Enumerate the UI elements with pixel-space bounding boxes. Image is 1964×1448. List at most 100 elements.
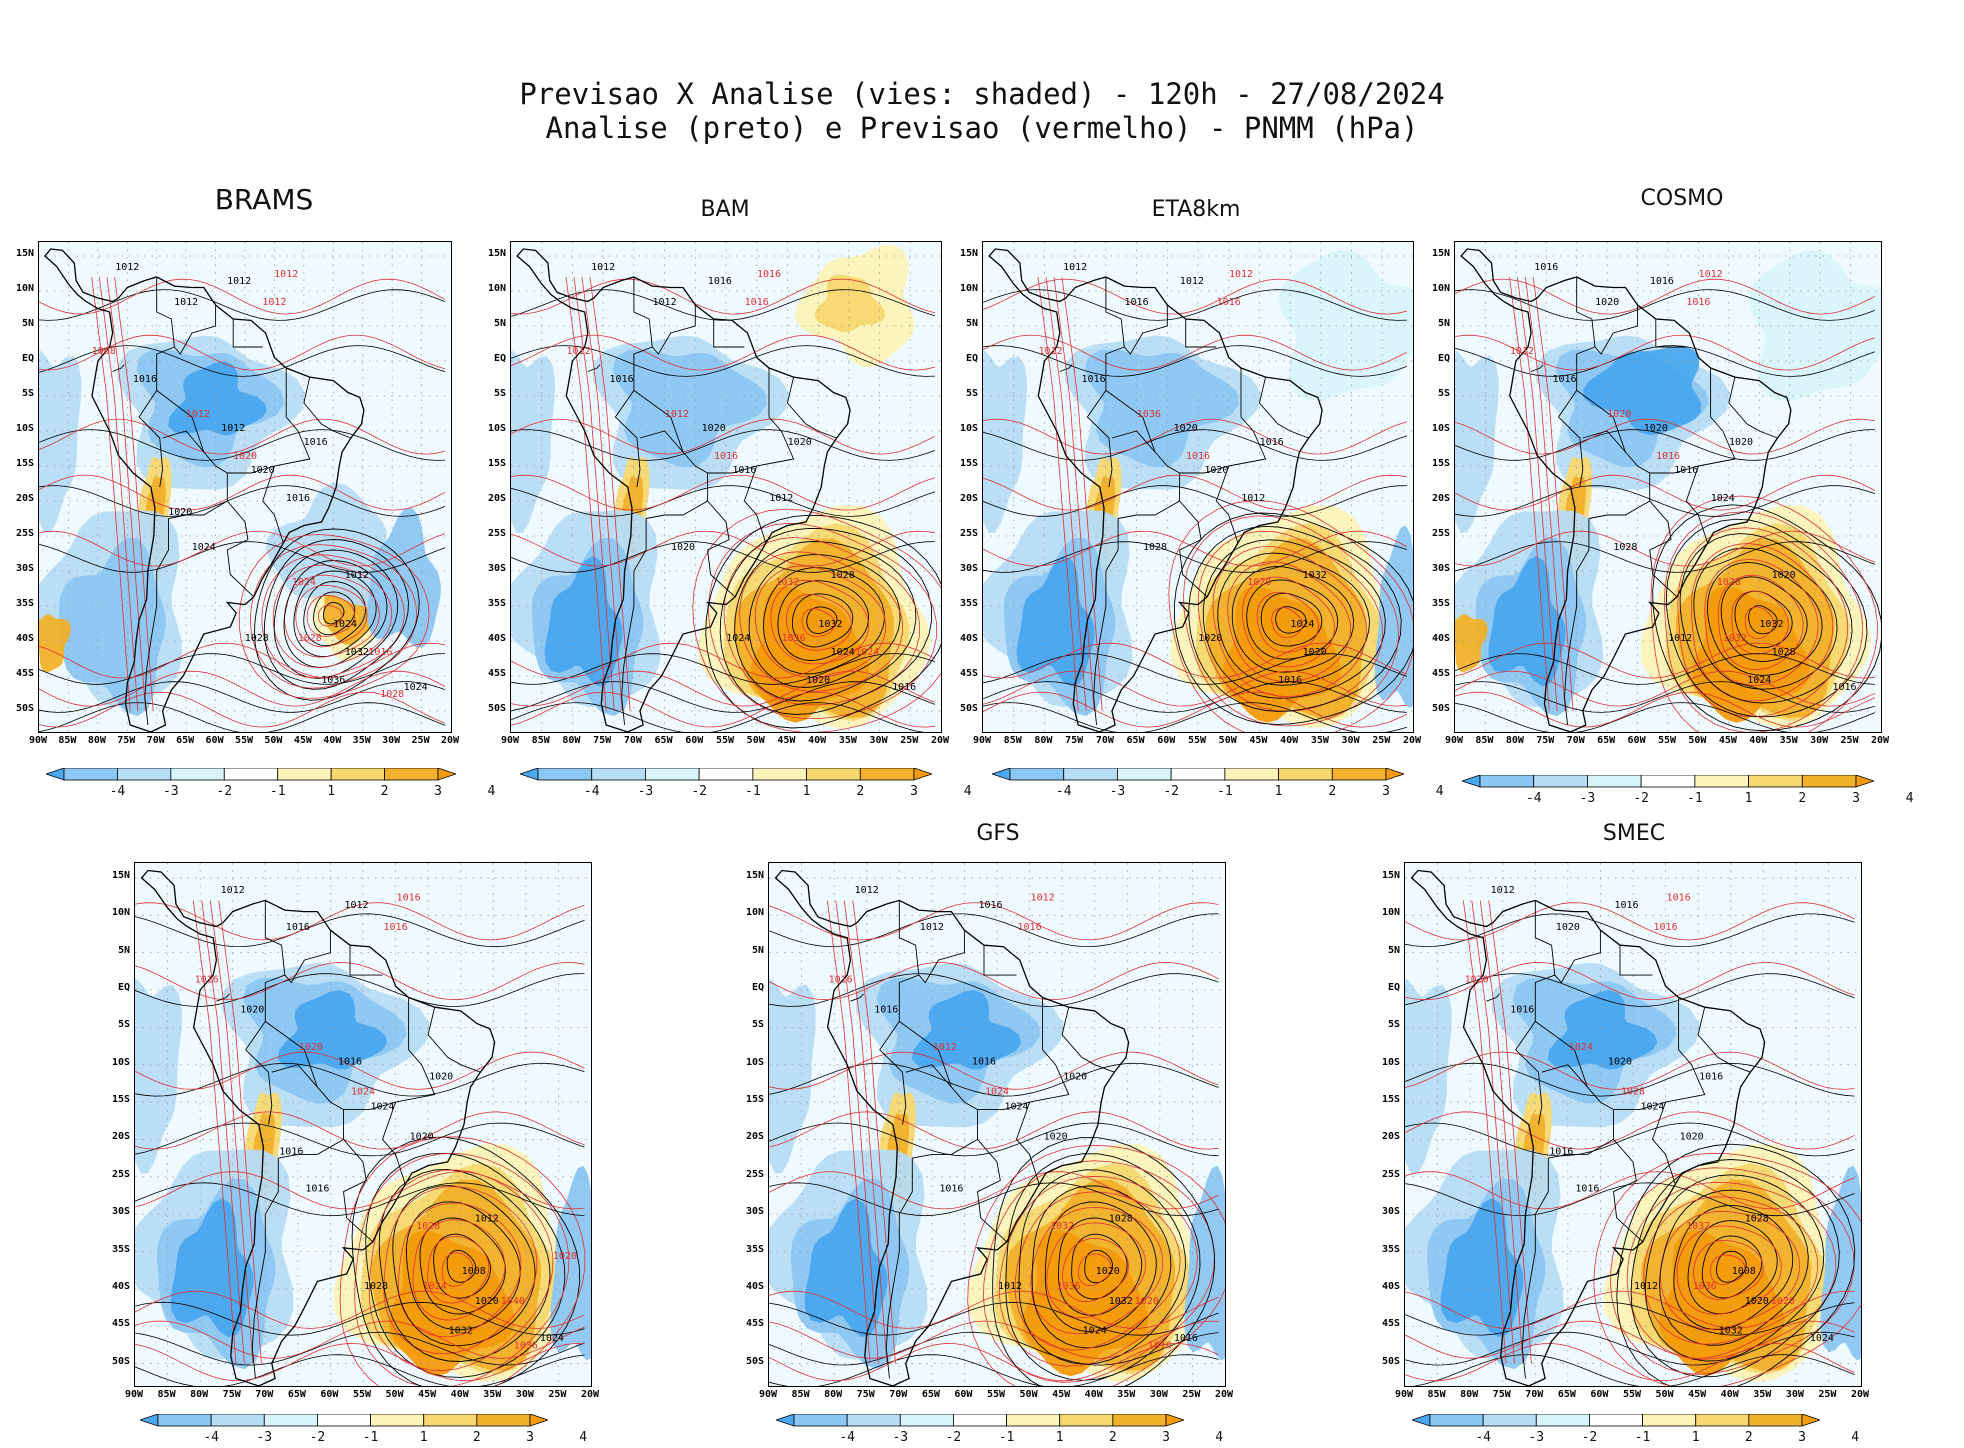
analysis-isobar [39,653,446,685]
analysis-isobar-label: 1032 [818,619,842,630]
bias-shade [39,614,71,673]
colorbar-tick-label: 2 [380,784,389,799]
colorbar-swatch [793,1413,848,1427]
country-border [1086,277,1125,488]
colorbar-tick-label: -3 [892,1430,909,1445]
country-border [1594,305,1639,355]
analysis-isobar [1659,1189,1809,1346]
forecast-isobar [581,276,623,712]
forecast-isobar [1650,495,1878,732]
colorbar-low-arrow [138,1413,159,1427]
forecast-isobar [511,278,936,315]
colorbar-swatches [990,767,1406,781]
country-border [1582,430,1651,519]
forecast-isobar [368,1169,554,1372]
forecast-isobar [1037,276,1079,712]
colorbar-swatch [752,767,807,781]
lon-tick-label: 55W [234,735,254,746]
analysis-isobar-label: 1020 [1595,297,1619,308]
forecast-isobar [1677,527,1849,718]
lat-tick-label: 45S [745,1318,764,1330]
colorbar-high-arrow [1165,1413,1186,1427]
bias-shade [1023,1229,1149,1377]
bias-shade [135,979,182,1174]
forecast-isobar-label: 1040 [501,1296,525,1307]
colorbar-tick-label: -3 [1109,784,1126,799]
lat-tick-label: 40S [15,633,34,644]
country-border [879,900,920,1125]
forecast-isobar [769,1290,1219,1329]
forecast-isobar [511,418,936,455]
colorbar-swatch [1009,767,1065,781]
colorbar-tick-label: 3 [910,784,918,799]
country-border [427,1007,481,1073]
forecast-isobar [1271,607,1303,638]
analysis-isobar [1071,1233,1128,1300]
lon-tick-label: 40W [1720,1389,1739,1400]
forecast-isobar-label: 1020 [1607,409,1631,420]
bias-shade [1084,349,1240,468]
country-border [226,500,255,598]
forecast-isobar [1593,1152,1861,1386]
coastline [774,869,1130,1386]
lon-tick-label: 80W [1460,1389,1479,1400]
lon-tick-label: 20W [1870,735,1890,746]
forecast-isobar-label: 1016 [714,451,738,462]
bias-colorbar: -4 -3 -2 -1 1 2 3 4 [518,767,972,802]
bias-colorbar: -4 -3 -2 -1 1 2 3 4 [990,767,1444,802]
forecast-isobar [238,534,430,699]
lat-tick-label: 10N [487,283,506,294]
forecast-isobar-label: 1020 [553,1251,577,1262]
forecast-isobar [209,900,254,1364]
lon-tick-label: 30W [869,735,888,746]
country-border [1613,997,1706,1111]
forecast-isobar-label: 1012 [1031,892,1055,903]
colorbar-low-arrow [774,1413,795,1427]
lon-tick-label: 70W [1566,735,1585,746]
map-smec: 1012 1016 1020 1016 1020 1016 1024 1020 1016 1012… [1404,862,1862,1387]
forecast-isobar-label: 1028 [380,689,404,700]
colorbar-swatch [330,767,385,781]
colorbar-swatches [138,1413,550,1427]
analysis-isobar [769,1062,1219,1097]
forecast-isobar [983,530,1408,567]
lat-tick-label: 10N [1431,283,1450,294]
analysis-isobar [769,973,1219,1007]
analysis-isobar-label: 1036 [321,675,345,686]
forecast-isobar [983,691,1408,728]
forecast-isobar-label: 1032 [1723,633,1747,644]
analysis-isobar-label: 1028 [364,1281,388,1292]
analysis-isobar-label: 1008 [1732,1266,1756,1277]
analysis-isobar-label: 1016 [1260,437,1284,448]
analysis-isobar-label: 1024 [1640,1102,1664,1113]
country-border [262,465,284,544]
forecast-isobar [770,579,869,665]
panel-title: BRAMS [214,183,314,216]
lat-tick-label: 10N [15,283,34,294]
analysis-isobar [1084,1249,1114,1284]
colorbar-swatch [223,767,279,781]
forecast-isobar-label: 1012 [665,409,689,420]
lat-tick-label: EQ [493,353,506,364]
forecast-isobar-label: 1016 [757,269,781,280]
forecast-isobar [1731,590,1789,655]
lon-tick-label: 70W [1525,1389,1544,1400]
lat-tick-label: 5S [1387,1019,1400,1031]
colorbar-swatch [859,767,915,781]
lon-tick-label: 40W [1280,735,1299,746]
analysis-isobar-label: 1016 [732,465,756,476]
analysis-isobar [983,345,1408,377]
lat-tick-label: 35S [959,598,978,609]
colorbar-tick-label: 1 [1055,1430,1064,1445]
lon-tick-label: 45W [1688,1389,1707,1400]
lon-tick-label: 55W [1657,735,1677,746]
analysis-isobar-label: 1028 [1109,1214,1133,1225]
colorbar-swatch [698,767,754,781]
analysis-isobar-label: 1028 [1143,542,1167,553]
forecast-isobar [1053,276,1095,712]
lon-tick-label: 35W [1753,1389,1772,1400]
analysis-isobar [273,549,399,679]
forecast-isobar [1455,642,1875,679]
colorbar-swatch [1801,774,1857,788]
country-border [1521,1158,1549,1379]
